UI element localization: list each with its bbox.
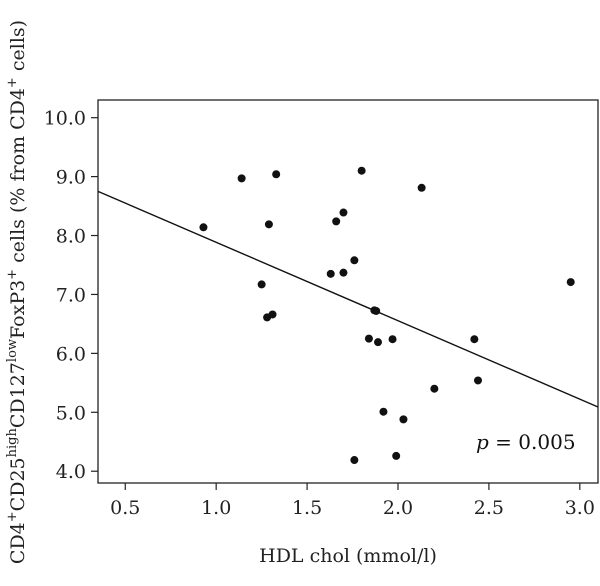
p-value-text: = 0.005 <box>489 430 576 454</box>
y-axis-title-part-6: FoxP3 <box>7 280 29 339</box>
y-tick-label-6: 10.0 <box>44 108 86 130</box>
data-point-2 <box>257 280 266 289</box>
data-point-20 <box>392 451 401 460</box>
y-axis-title-part-7: + <box>5 269 20 280</box>
x-tick-label-2: 1.5 <box>292 497 322 519</box>
y-axis-title-part-4: CD127 <box>7 362 29 428</box>
data-point-8 <box>332 217 341 226</box>
regression-line-group <box>97 190 599 408</box>
x-axis-title: HDL chol (mmol/l) <box>259 545 437 567</box>
data-point-26 <box>566 278 575 287</box>
data-point-4 <box>264 220 273 229</box>
y-axis-title-part-9: + <box>5 77 20 88</box>
x-tick-label-1: 1.0 <box>201 497 231 519</box>
y-tick-label-1: 5.0 <box>56 402 86 424</box>
x-tick-label-4: 2.5 <box>474 497 504 519</box>
data-point-22 <box>417 183 426 192</box>
data-point-14 <box>364 334 373 343</box>
data-point-1 <box>237 174 246 183</box>
x-tick-label-3: 2.0 <box>383 497 413 519</box>
y-tick-label-0: 4.0 <box>56 461 86 483</box>
data-point-11 <box>350 256 359 265</box>
data-point-7 <box>326 269 335 278</box>
data-point-13 <box>357 166 366 175</box>
x-tick-label-5: 3.0 <box>565 497 595 519</box>
y-axis-title-part-10: cells) <box>7 20 29 77</box>
data-point-17 <box>374 338 382 347</box>
data-point-23 <box>430 384 439 393</box>
data-point-21 <box>399 415 408 424</box>
y-axis-title-part-0: CD4 <box>7 522 29 564</box>
y-axis-title-group: CD4+CD25highCD127lowFoxP3+ cells (% from… <box>5 20 29 564</box>
data-point-12 <box>350 456 359 465</box>
data-point-9 <box>339 208 348 217</box>
y-axis-title-part-2: CD25 <box>7 457 29 511</box>
y-axis-title-part-3: high <box>5 428 20 458</box>
data-point-10 <box>339 268 348 277</box>
x-tick-label-0: 0.5 <box>110 497 140 519</box>
data-point-24 <box>470 335 479 344</box>
axis-ticks: 0.5 1.0 1.5 2.0 2.5 3.0 4.0 5.0 6.0 7.0 8.0 9.0 10.0 <box>44 108 595 519</box>
data-point-16 <box>372 306 381 315</box>
p-value-symbol: p <box>476 430 489 454</box>
plot-frame <box>97 99 599 484</box>
y-tick-label-4: 8.0 <box>56 226 86 248</box>
y-tick-label-3: 7.0 <box>56 284 86 306</box>
y-tick-label-5: 9.0 <box>56 167 86 189</box>
data-point-25 <box>474 376 482 385</box>
y-axis-title-part-5: low <box>5 339 20 362</box>
data-point-19 <box>388 335 397 344</box>
regression-line <box>97 190 599 408</box>
data-point-18 <box>379 407 388 416</box>
y-axis-title: CD4+CD25highCD127lowFoxP3+ cells (% from… <box>5 20 29 564</box>
data-point-5 <box>268 310 277 319</box>
y-tick-label-2: 6.0 <box>56 343 86 365</box>
data-point-0 <box>199 223 208 232</box>
data-points <box>199 166 575 465</box>
y-axis-title-part-8: cells (% from CD4 <box>7 88 29 269</box>
y-axis-title-part-1: + <box>5 511 20 522</box>
data-point-6 <box>272 170 281 179</box>
p-value-annotation: p = 0.005 <box>476 430 576 454</box>
